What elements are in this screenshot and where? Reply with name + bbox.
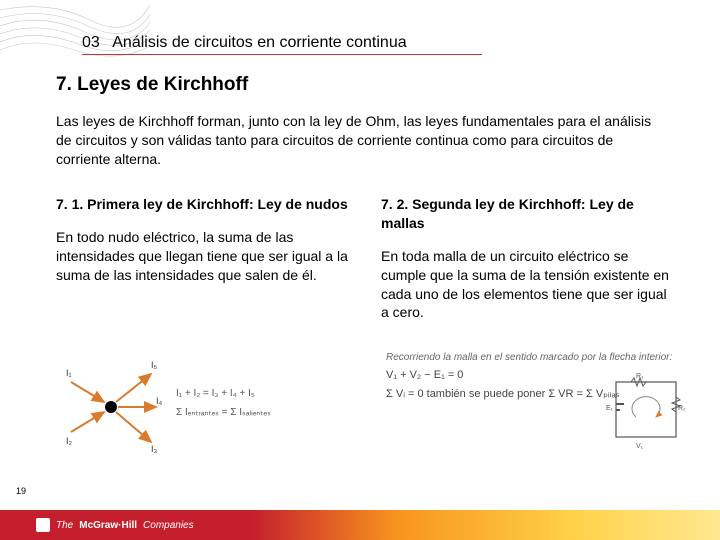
two-column-layout: 7. 1. Primera ley de Kirchhoff: Ley de n… — [56, 195, 676, 322]
node-svg: I₁ I₂ I₅ I₄ I₃ — [56, 352, 166, 462]
node-label-i3: I₃ — [151, 444, 158, 454]
node-diagram: I₁ I₂ I₅ I₄ I₃ I₁ + I₂ = I₃ + I₄ + I₅ Σ … — [56, 352, 356, 462]
svg-text:R₁: R₁ — [636, 373, 644, 380]
node-label-i2: I₂ — [66, 436, 73, 446]
svg-text:R₂: R₂ — [678, 405, 686, 412]
node-equation-1: I₁ + I₂ = I₃ + I₄ + I₅ — [176, 388, 271, 399]
left-subtitle: 7. 1. Primera ley de Kirchhoff: Ley de n… — [56, 195, 351, 214]
chapter-number: 03 — [82, 34, 100, 51]
left-body: En todo nudo eléctrico, la suma de las i… — [56, 228, 351, 285]
mesh-caption: Recorriendo la malla en el sentido marca… — [386, 352, 686, 363]
node-label-i5: I₅ — [151, 360, 158, 370]
footer-mcgrawhill: McGraw·Hill — [79, 520, 137, 531]
footer-brand: The McGraw·Hill Companies — [36, 518, 194, 532]
right-subtitle: 7. 2. Segunda ley de Kirchhoff: Ley de m… — [381, 195, 676, 233]
svg-text:E₁: E₁ — [606, 405, 614, 412]
chapter-line: 03 Análisis de circuitos en corriente co… — [82, 34, 407, 52]
chapter-underline — [82, 54, 482, 55]
footer-bar: The McGraw·Hill Companies — [0, 510, 720, 540]
footer-the: The — [56, 520, 73, 531]
left-column: 7. 1. Primera ley de Kirchhoff: Ley de n… — [56, 195, 351, 322]
footer-logo-icon — [36, 518, 50, 532]
right-body: En toda malla de un circuito eléctrico s… — [381, 247, 676, 323]
svg-text:V₁: V₁ — [636, 443, 644, 450]
node-label-i1: I₁ — [66, 368, 72, 378]
section-title: 7. Leyes de Kirchhoff — [56, 74, 248, 96]
node-equations: I₁ + I₂ = I₃ + I₄ + I₅ Σ Iₑₙₜᵣₐₙₜₑₛ = Σ … — [176, 388, 271, 418]
footer-companies: Companies — [143, 520, 194, 531]
mesh-svg: R₁ R₂ E₁ V₁ — [606, 372, 686, 452]
mesh-diagram: Recorriendo la malla en el sentido marca… — [386, 352, 686, 462]
page-number: 19 — [16, 486, 26, 496]
node-equation-2: Σ Iₑₙₜᵣₐₙₜₑₛ = Σ Iₛₐₗᵢₑₙₜₑₛ — [176, 407, 271, 418]
chapter-title: Análisis de circuitos en corriente conti… — [112, 34, 406, 51]
right-column: 7. 2. Segunda ley de Kirchhoff: Ley de m… — [381, 195, 676, 322]
intro-paragraph: Las leyes de Kirchhoff forman, junto con… — [56, 112, 656, 169]
node-label-i4: I₄ — [156, 396, 163, 406]
